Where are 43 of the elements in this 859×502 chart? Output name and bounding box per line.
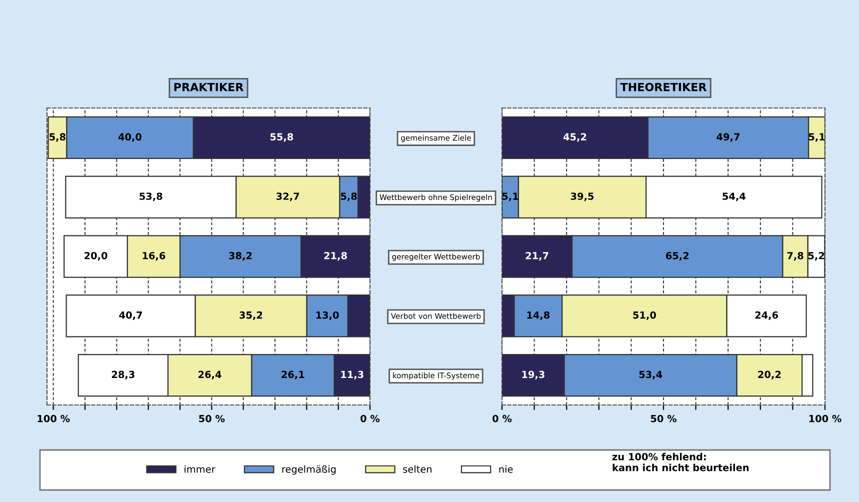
data-label: 35,2 — [240, 311, 262, 320]
data-label: 54,4 — [722, 192, 746, 202]
data-label: 53,4 — [639, 370, 662, 380]
data-label: 40,7 — [119, 311, 142, 320]
data-label: 19,3 — [522, 370, 544, 380]
data-label: 13,0 — [316, 311, 339, 320]
chart-title: PRAKTIKER — [174, 82, 244, 92]
data-label: 28,3 — [112, 370, 134, 380]
legend-label: regelmäßig — [282, 465, 336, 475]
data-label: 45,2 — [563, 133, 586, 142]
data-label: 51,0 — [633, 311, 656, 320]
data-label: 5,8 — [50, 133, 66, 142]
data-label: 21,8 — [324, 252, 347, 261]
data-label: 38,2 — [229, 252, 252, 261]
legend-label: nie — [499, 465, 513, 473]
data-label: 20,0 — [84, 252, 108, 261]
x-tick-label: 100 % — [809, 414, 842, 422]
data-label: 32,7 — [276, 192, 300, 202]
data-label: 26,1 — [282, 370, 304, 380]
chart-title: THEORETIKER — [620, 82, 707, 92]
data-label: 26,4 — [198, 370, 222, 380]
data-label: 24,6 — [755, 311, 778, 320]
data-label: 7,8 — [787, 252, 804, 261]
legend-label: immer — [184, 465, 216, 473]
x-tick-label: 0 % — [492, 414, 512, 422]
legend-label: selten — [403, 465, 432, 473]
x-tick-label: 0 % — [360, 414, 380, 422]
data-label: 20,2 — [758, 370, 781, 380]
text: zu 100% fehlend: kann ich nicht beurteilen — [612, 452, 749, 472]
data-label: 53,8 — [140, 192, 162, 202]
data-label: 39,5 — [570, 192, 594, 202]
data-label: 5,8 — [340, 192, 357, 202]
data-label: 55,8 — [270, 133, 294, 142]
x-tick-label: 50 % — [650, 414, 677, 422]
data-label: 65,2 — [666, 252, 689, 261]
data-label: 49,7 — [716, 133, 740, 142]
data-label: 40,0 — [118, 133, 142, 142]
data-label: 11,3 — [341, 370, 364, 380]
x-tick-label: 100 % — [38, 414, 70, 422]
data-label: 21,7 — [526, 252, 548, 261]
x-tick-label: 50 % — [199, 414, 225, 422]
data-label: 14,8 — [527, 311, 550, 320]
data-label: 16,6 — [142, 252, 166, 261]
